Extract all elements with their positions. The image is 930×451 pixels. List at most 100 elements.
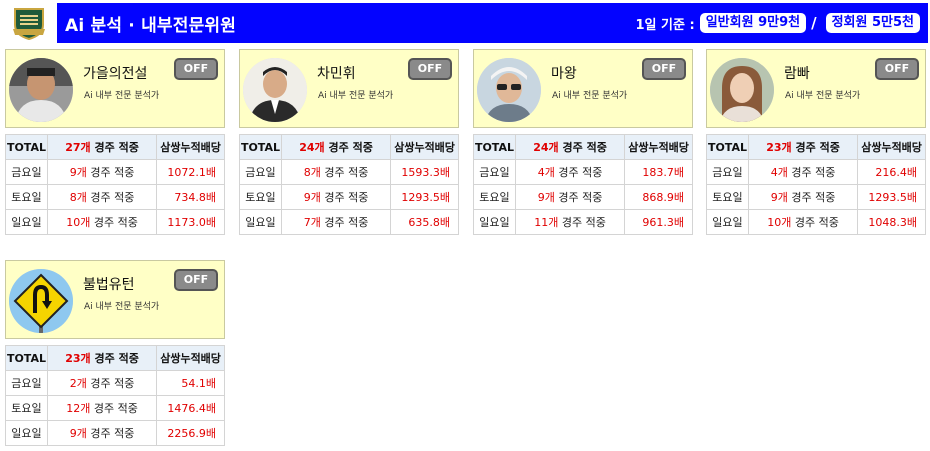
hit-count: 10개 <box>66 216 91 229</box>
dividend-value: 961.3배 <box>642 216 684 229</box>
table-header-row: TOTAL 24개 경주 적중 삼쌍누적배당 <box>473 134 693 160</box>
hit-text: 경주 적중 <box>558 166 603 179</box>
table-row: 금요일 8개 경주 적중 1593.3배 <box>239 159 459 185</box>
hit-text: 경주 적중 <box>324 191 369 204</box>
toggle-off-button[interactable]: OFF <box>174 269 218 291</box>
expert-subtitle: Ai 내부 전문 분석가 <box>785 91 861 101</box>
hit-count: 2개 <box>69 377 87 390</box>
dividend-value: 1293.5배 <box>401 191 450 204</box>
expert-card: 불법유턴 Ai 내부 전문 분석가 OFF TOTAL 23개 경주 적중 삼쌍… <box>5 260 225 446</box>
expert-profile: 가을의전설 Ai 내부 전문 분석가 OFF <box>5 49 225 128</box>
toggle-off-button[interactable]: OFF <box>408 58 452 80</box>
table-row: 토요일 9개 경주 적중 1293.5배 <box>706 184 926 210</box>
table-row: 일요일 10개 경주 적중 1048.3배 <box>706 209 926 235</box>
hit-cell: 10개 경주 적중 <box>46 209 158 235</box>
hit-text: 경주 적중 <box>324 166 369 179</box>
table-row: 금요일 2개 경주 적중 54.1배 <box>5 370 225 396</box>
avatar <box>243 58 307 122</box>
hit-text: 경주 적중 <box>794 216 839 229</box>
expert-profile: 람빠 Ai 내부 전문 분석가 OFF <box>706 49 926 128</box>
brand-logo-icon <box>11 5 47 41</box>
toggle-off-button[interactable]: OFF <box>642 58 686 80</box>
avatar <box>477 58 541 122</box>
table-row: 토요일 9개 경주 적중 1293.5배 <box>239 184 459 210</box>
hit-text: 경주 적중 <box>90 166 135 179</box>
general-member-badge[interactable]: 일반회원 9만9천 <box>699 13 807 33</box>
table-row: 토요일 12개 경주 적중 1476.4배 <box>5 395 225 421</box>
dividend-cell: 1476.4배 <box>156 395 225 421</box>
table-row: 일요일 9개 경주 적중 2256.9배 <box>5 420 225 446</box>
expert-name: 가을의전설 <box>83 66 148 82</box>
day-cell: 일요일 <box>473 209 516 235</box>
u-turn-sign-icon <box>9 269 73 333</box>
page-title: Ai 분석 · 내부전문위원 <box>65 15 237 36</box>
expert-card: 차민휘 Ai 내부 전문 분석가 OFF TOTAL 24개 경주 적중 삼쌍누… <box>239 49 459 235</box>
avatar <box>710 58 774 122</box>
hit-count: 9개 <box>303 191 321 204</box>
total-suffix: 경주 적중 <box>94 352 139 365</box>
hit-cell: 7개 경주 적중 <box>280 209 392 235</box>
table-row: 금요일 9개 경주 적중 1072.1배 <box>5 159 225 185</box>
pricing-info: 1일 기준 : 일반회원 9만9천 / 정회원 5만5천 <box>636 13 920 33</box>
table-header-row: TOTAL 23개 경주 적중 삼쌍누적배당 <box>706 134 926 160</box>
basis-label: 1일 기준 : <box>635 17 695 33</box>
dividend-value: 635.8배 <box>408 216 450 229</box>
day-cell: 금요일 <box>5 370 48 396</box>
toggle-off-button[interactable]: OFF <box>875 58 919 80</box>
hit-count: 4개 <box>537 166 555 179</box>
total-header: TOTAL <box>239 134 282 160</box>
expert-card: 마왕 Ai 내부 전문 분석가 OFF TOTAL 24개 경주 적중 삼쌍누적… <box>473 49 693 235</box>
stats-table: TOTAL 23개 경주 적중 삼쌍누적배당 금요일 2개 경주 적중 54.1… <box>5 345 225 446</box>
dividend-value: 1593.3배 <box>401 166 450 179</box>
total-header: TOTAL <box>5 134 48 160</box>
dividend-value: 1293.5배 <box>868 191 917 204</box>
toggle-off-button[interactable]: OFF <box>174 58 218 80</box>
page-header: Ai 분석 · 내부전문위원 1일 기준 : 일반회원 9만9천 / 정회원 5… <box>57 3 928 43</box>
day-cell: 토요일 <box>473 184 516 210</box>
expert-card: 가을의전설 Ai 내부 전문 분석가 OFF TOTAL 27개 경주 적중 삼… <box>5 49 225 235</box>
day-cell: 일요일 <box>706 209 749 235</box>
hit-cell: 8개 경주 적중 <box>280 159 392 185</box>
table-row: 금요일 4개 경주 적중 216.4배 <box>706 159 926 185</box>
total-suffix: 경주 적중 <box>328 141 373 154</box>
total-count-header: 24개 경주 적중 <box>514 134 626 160</box>
hit-cell: 9개 경주 적중 <box>280 184 392 210</box>
total-count: 24개 <box>299 141 325 154</box>
hit-count: 4개 <box>770 166 788 179</box>
regular-member-badge[interactable]: 정회원 5만5천 <box>825 13 920 33</box>
hit-count: 11개 <box>534 216 559 229</box>
hit-cell: 9개 경주 적중 <box>747 184 859 210</box>
hit-count: 12개 <box>66 402 91 415</box>
hit-count: 8개 <box>303 166 321 179</box>
dividend-cell: 216.4배 <box>857 159 926 185</box>
dividend-cell: 1173.0배 <box>156 209 225 235</box>
dividend-value: 868.9배 <box>642 191 684 204</box>
day-cell: 토요일 <box>5 395 48 421</box>
table-header-row: TOTAL 24개 경주 적중 삼쌍누적배당 <box>239 134 459 160</box>
hit-text: 경주 적중 <box>93 402 138 415</box>
dividend-cell: 1072.1배 <box>156 159 225 185</box>
hit-cell: 9개 경주 적중 <box>46 159 158 185</box>
expert-name: 불법유턴 <box>83 277 135 293</box>
hit-text: 경주 적중 <box>324 216 369 229</box>
total-suffix: 경주 적중 <box>562 141 607 154</box>
day-cell: 일요일 <box>239 209 282 235</box>
hit-text: 경주 적중 <box>791 191 836 204</box>
table-row: 토요일 8개 경주 적중 734.8배 <box>5 184 225 210</box>
expert-card: 람빠 Ai 내부 전문 분석가 OFF TOTAL 23개 경주 적중 삼쌍누적… <box>706 49 926 235</box>
day-cell: 토요일 <box>239 184 282 210</box>
total-count-header: 24개 경주 적중 <box>280 134 392 160</box>
dividend-value: 1476.4배 <box>167 402 216 415</box>
dividend-header: 삼쌍누적배당 <box>390 134 459 160</box>
table-row: 일요일 10개 경주 적중 1173.0배 <box>5 209 225 235</box>
hit-cell: 9개 경주 적중 <box>46 420 158 446</box>
hit-count: 7개 <box>303 216 321 229</box>
dividend-header: 삼쌍누적배당 <box>156 134 225 160</box>
total-count-header: 27개 경주 적중 <box>46 134 158 160</box>
expert-name: 차민휘 <box>317 66 356 82</box>
hit-cell: 8개 경주 적중 <box>46 184 158 210</box>
total-header: TOTAL <box>5 345 48 371</box>
dividend-cell: 54.1배 <box>156 370 225 396</box>
dividend-cell: 1048.3배 <box>857 209 926 235</box>
dividend-header: 삼쌍누적배당 <box>624 134 693 160</box>
